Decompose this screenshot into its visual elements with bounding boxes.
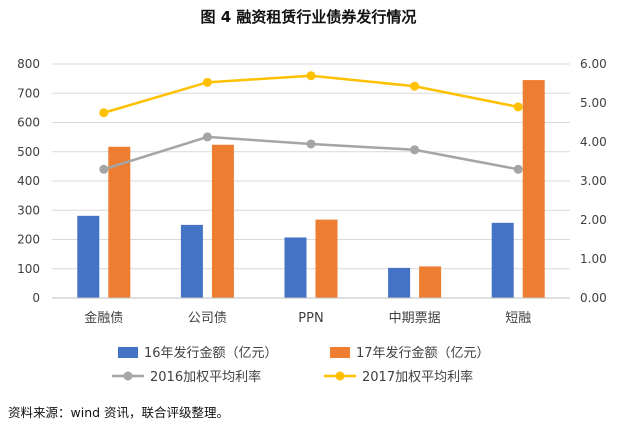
legend-swatch [330,347,350,358]
y2-tick-label: 0.00 [580,291,607,305]
line-point [202,77,212,87]
x-tick-label: PPN [298,311,323,326]
line-point [99,108,109,118]
bar [180,224,203,298]
axes: 0 100 200 300 400 500 600 700 800 0.00 1.00 2.00 3.0… [17,57,607,326]
line-point [306,139,316,149]
line-point [99,164,109,174]
y-tick-label: 500 [17,145,40,159]
x-tick-label: 公司债 [188,311,227,326]
source-note: 资料来源：wind 资讯，联合评级整理。 [8,405,230,420]
bar [522,80,545,299]
line-point [513,164,523,174]
bar [108,146,131,298]
bar [388,267,411,298]
y2-tick-label: 3.00 [580,174,607,188]
y-tick-label: 600 [17,116,40,130]
bar [315,219,338,298]
bar [284,237,307,298]
legend-label: 2016加权平均利率 [150,369,261,385]
y2-tick-label: 2.00 [580,213,607,227]
y2-tick-label: 5.00 [580,96,607,110]
y-tick-label: 0 [32,291,40,305]
gridlines [52,63,570,270]
legend-marker [123,371,133,381]
legend-swatch [118,347,138,358]
bar [419,266,442,298]
y-tick-label: 300 [17,203,40,217]
y-tick-label: 100 [17,262,40,276]
y-tick-label: 400 [17,174,40,188]
chart-title: 图 4 融资租赁行业债券发行情况 [200,8,417,26]
line-point [410,81,420,91]
x-tick-label: 中期票据 [389,311,441,326]
bar [491,222,514,298]
y2-tick-label: 4.00 [580,135,607,149]
y-tick-label: 700 [17,86,40,100]
bar [77,215,100,298]
legend-label: 17年发行金额（亿元） [356,345,490,361]
legend-label: 16年发行金额（亿元） [144,345,278,361]
legend: 16年发行金额（亿元） 17年发行金额（亿元） 2016加权平均利率 2017加权平均… [112,345,490,385]
line-point [306,71,316,81]
line-point [202,132,212,142]
y2-tick-label: 1.00 [580,252,607,266]
legend-label: 2017加权平均利率 [362,369,473,385]
line-point [513,102,523,112]
lines [99,71,523,174]
x-tick-label: 短融 [505,311,531,326]
y-tick-label: 800 [17,57,40,71]
y-tick-label: 200 [17,233,40,247]
y2-tick-label: 6.00 [580,57,607,71]
series-line [103,74,519,114]
bars [77,80,545,299]
x-tick-label: 金融债 [84,310,123,326]
legend-marker [335,371,345,381]
bar [211,144,234,298]
line-point [410,145,420,155]
